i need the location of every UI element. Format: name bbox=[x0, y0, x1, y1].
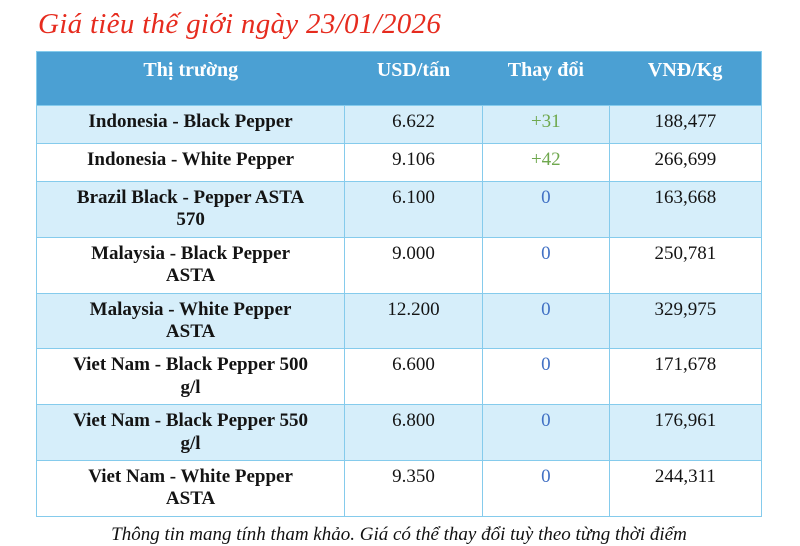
cell-market: Indonesia - White Pepper bbox=[35, 143, 346, 182]
cell-market: Indonesia - Black Pepper bbox=[35, 105, 346, 144]
cell-vnd-per-kg: 244,311 bbox=[608, 460, 763, 517]
cell-usd-per-ton: 6.800 bbox=[344, 404, 483, 462]
header-row: Thị trường USD/tấn Thay đổi VNĐ/Kg bbox=[36, 51, 762, 106]
cell-market: Brazil Black - Pepper ASTA 570 bbox=[35, 181, 346, 238]
cell-change: 0 bbox=[481, 460, 610, 517]
cell-usd-per-ton: 6.600 bbox=[344, 348, 483, 406]
cell-usd-per-ton: 9.106 bbox=[344, 143, 483, 182]
cell-change: +31 bbox=[481, 105, 610, 144]
cell-vnd-per-kg: 188,477 bbox=[608, 105, 763, 144]
table-row: Viet Nam - Black Pepper 500 g/l 6.600 0 171… bbox=[35, 348, 763, 406]
col-header-usd-per-ton: USD/tấn bbox=[344, 51, 483, 106]
table-row: Viet Nam - Black Pepper 550 g/l 6.800 0 176… bbox=[35, 404, 763, 462]
table-row: Malaysia - Black Pepper ASTA 9.000 0 250,78… bbox=[35, 236, 763, 294]
cell-change: 0 bbox=[481, 181, 610, 238]
table-row: Malaysia - White Pepper ASTA 12.200 0 329,9… bbox=[35, 292, 763, 350]
page-title: Giá tiêu thế giới ngày 23/01/2026 bbox=[38, 8, 442, 40]
col-header-change: Thay đổi bbox=[482, 51, 610, 106]
cell-market: Malaysia - Black Pepper ASTA bbox=[35, 236, 346, 294]
cell-market: Viet Nam - Black Pepper 500 g/l bbox=[35, 348, 346, 406]
cell-usd-per-ton: 12.200 bbox=[344, 292, 483, 350]
table-row: Indonesia - Black Pepper 6.622 +31 188,477 bbox=[35, 105, 763, 144]
cell-market: Viet Nam - Black Pepper 550 g/l bbox=[35, 404, 346, 462]
cell-usd-per-ton: 9.350 bbox=[344, 460, 483, 517]
cell-vnd-per-kg: 266,699 bbox=[608, 143, 763, 182]
cell-change: +42 bbox=[481, 143, 610, 182]
cell-change: 0 bbox=[481, 404, 610, 462]
col-header-vnd-per-kg: VNĐ/Kg bbox=[609, 51, 762, 106]
table-row: Brazil Black - Pepper ASTA 570 6.100 0 163,… bbox=[35, 181, 763, 238]
cell-usd-per-ton: 9.000 bbox=[344, 236, 483, 294]
cell-vnd-per-kg: 176,961 bbox=[608, 404, 763, 462]
col-header-market: Thị trường bbox=[36, 51, 345, 106]
cell-change: 0 bbox=[481, 236, 610, 294]
cell-change: 0 bbox=[481, 348, 610, 406]
cell-usd-per-ton: 6.100 bbox=[344, 181, 483, 238]
cell-vnd-per-kg: 171,678 bbox=[608, 348, 763, 406]
cell-market: Viet Nam - White Pepper ASTA bbox=[35, 460, 346, 517]
pepper-price-table: Thị trường USD/tấn Thay đổi VNĐ/Kg Indon… bbox=[35, 51, 763, 517]
cell-vnd-per-kg: 250,781 bbox=[608, 236, 763, 294]
table-row: Viet Nam - White Pepper ASTA 9.350 0 244,31… bbox=[35, 460, 763, 517]
table-body: Indonesia - Black Pepper 6.622 +31 188,477 I… bbox=[35, 105, 763, 517]
cell-change: 0 bbox=[481, 292, 610, 350]
cell-usd-per-ton: 6.622 bbox=[344, 105, 483, 144]
cell-market: Malaysia - White Pepper ASTA bbox=[35, 292, 346, 350]
table-row: Indonesia - White Pepper 9.106 +42 266,699 bbox=[35, 143, 763, 182]
cell-vnd-per-kg: 163,668 bbox=[608, 181, 763, 238]
disclaimer-note: Thông tin mang tính tham khảo. Giá có th… bbox=[111, 523, 687, 545]
cell-vnd-per-kg: 329,975 bbox=[608, 292, 763, 350]
